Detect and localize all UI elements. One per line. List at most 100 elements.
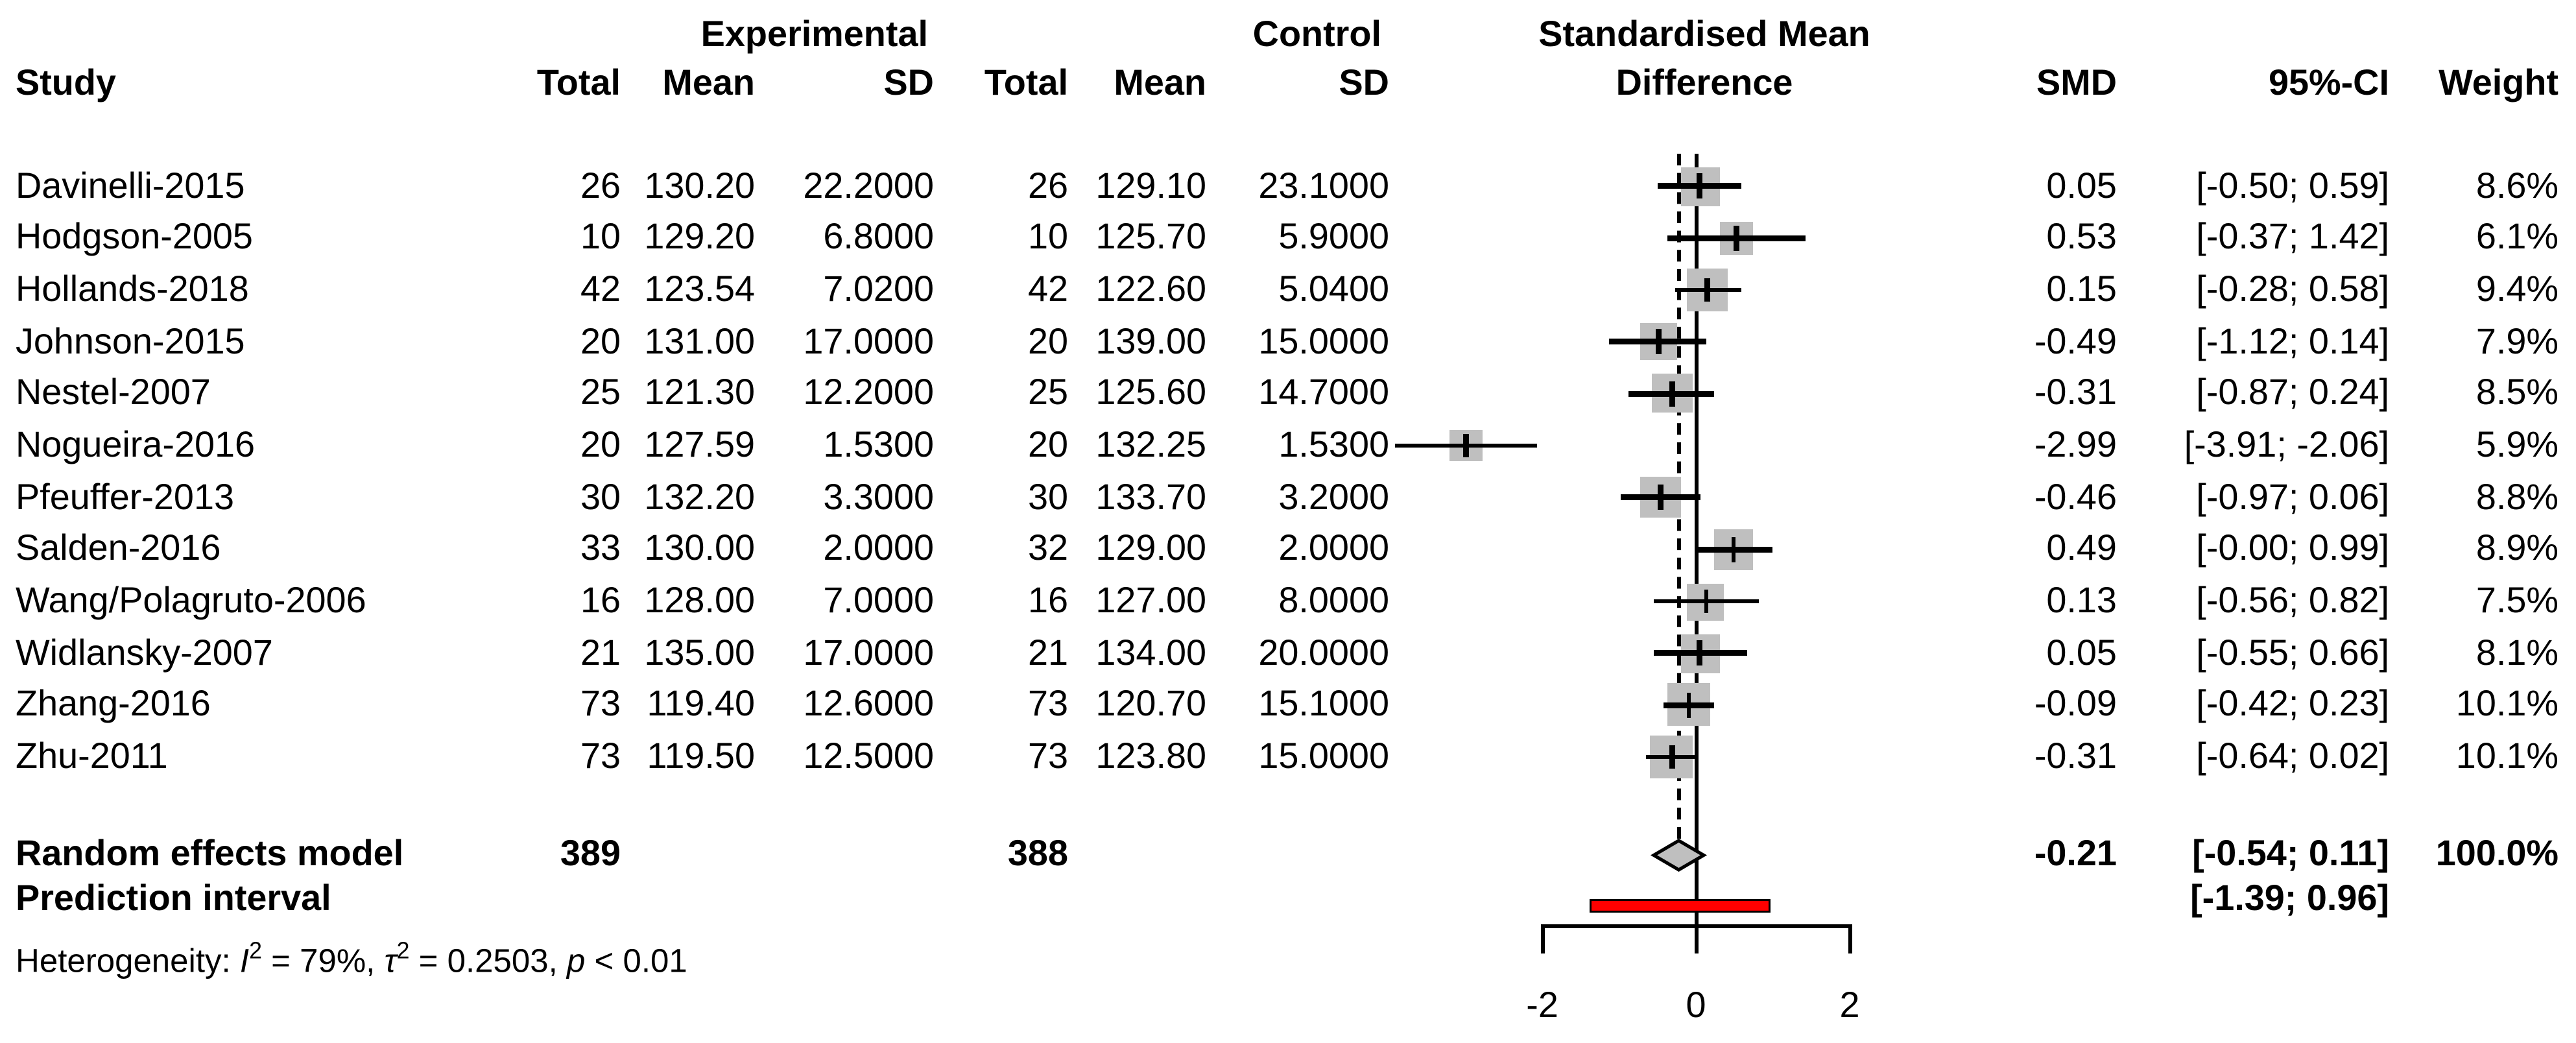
ctrl-sd-cell: 2.0000 [1278, 527, 1389, 569]
ctrl-sd-cell: 1.5300 [1278, 424, 1389, 465]
pooled-label: Random effects model [16, 832, 404, 874]
ctrl-mean-cell: 127.00 [1095, 579, 1206, 621]
heterogeneity-text-part: Heterogeneity: [16, 942, 240, 980]
exp-total-cell: 73 [580, 683, 621, 725]
heterogeneity-text-part: 2 [396, 937, 410, 965]
exp-sd-cell: 12.6000 [803, 683, 934, 725]
header-group-experimental: Experimental [700, 13, 928, 54]
header-smd: SMD [2036, 62, 2117, 103]
exp-sd-cell: 7.0000 [823, 579, 934, 621]
smd-cell: -0.31 [2034, 372, 2117, 413]
header-ctrl-sd: SD [1339, 62, 1389, 103]
header-exp-total: Total [536, 62, 621, 103]
ci-cell: [-0.97; 0.06] [2196, 475, 2389, 517]
forest-point-tick [1734, 226, 1739, 250]
header-group-control: Control [1252, 13, 1381, 54]
ctrl-mean-cell: 122.60 [1095, 268, 1206, 309]
ctrl-sd-cell: 3.2000 [1278, 475, 1389, 517]
ctrl-total-cell: 16 [1027, 579, 1068, 621]
header-exp-mean: Mean [662, 62, 755, 103]
exp-total-cell: 42 [580, 268, 621, 309]
heterogeneity-text-part: = 79%, [261, 942, 385, 980]
exp-total-cell: 73 [580, 735, 621, 776]
exp-total-cell: 33 [580, 527, 621, 569]
weight-cell: 7.5% [2475, 579, 2558, 621]
study-name: Zhu-2011 [16, 735, 168, 776]
ctrl-total-cell: 32 [1027, 527, 1068, 569]
forest-point-tick [1669, 745, 1675, 770]
ci-cell: [-0.00; 0.99] [2196, 527, 2389, 569]
exp-mean-cell: 128.00 [644, 579, 755, 621]
smd-cell: -0.31 [2034, 735, 2117, 776]
weight-cell: 7.9% [2475, 320, 2558, 361]
ctrl-mean-cell: 132.25 [1095, 424, 1206, 465]
ctrl-mean-cell: 125.70 [1095, 216, 1206, 258]
ci-cell: [-0.87; 0.24] [2196, 372, 2389, 413]
study-name: Hollands-2018 [16, 268, 249, 309]
weight-cell: 6.1% [2475, 216, 2558, 258]
forest-point-tick [1463, 433, 1469, 459]
x-axis-tick-label: 0 [1686, 984, 1706, 1025]
ctrl-sd-cell: 5.0400 [1278, 268, 1389, 309]
ci-cell: [-0.56; 0.82] [2196, 579, 2389, 621]
forest-point-tick [1703, 589, 1709, 614]
ctrl-sd-cell: 8.0000 [1278, 579, 1389, 621]
ctrl-total-cell: 26 [1027, 164, 1068, 206]
forest-point-tick [1704, 278, 1710, 302]
exp-mean-cell: 127.59 [644, 424, 755, 465]
smd-cell: -0.49 [2034, 320, 2117, 361]
ctrl-sd-cell: 23.1000 [1258, 164, 1389, 206]
prediction-interval-bar [1589, 899, 1770, 913]
header-exp-sd: SD [883, 62, 934, 103]
exp-sd-cell: 1.5300 [823, 424, 934, 465]
weight-cell: 8.8% [2475, 475, 2558, 517]
ctrl-mean-cell: 133.70 [1095, 475, 1206, 517]
exp-mean-cell: 135.00 [644, 631, 755, 673]
prediction-interval-label: Prediction interval [16, 878, 331, 918]
heterogeneity-text-part: = 0.2503, [409, 942, 567, 980]
study-name: Zhang-2016 [16, 683, 211, 725]
weight-cell: 10.1% [2455, 683, 2558, 725]
smd-cell: 0.15 [2046, 268, 2117, 309]
ci-cell: [-0.64; 0.02] [2196, 735, 2389, 776]
x-axis-tick-label: -2 [1526, 984, 1558, 1025]
study-name: Davinelli-2015 [16, 164, 245, 206]
forest-point-tick [1656, 330, 1661, 354]
ctrl-sd-cell: 15.0000 [1258, 320, 1389, 361]
heterogeneity-text: Heterogeneity: I2 = 79%, τ2 = 0.2503, p … [16, 940, 687, 980]
exp-sd-cell: 12.5000 [803, 735, 934, 776]
heterogeneity-text-part: I [239, 942, 250, 980]
exp-total-cell: 10 [580, 216, 621, 258]
ctrl-total-cell: 21 [1027, 631, 1068, 673]
smd-cell: -0.46 [2034, 475, 2117, 517]
exp-mean-cell: 130.00 [644, 527, 755, 569]
x-axis-tick [1847, 924, 1852, 953]
smd-cell: 0.05 [2046, 631, 2117, 673]
ci-cell: [-0.42; 0.23] [2196, 683, 2389, 725]
exp-sd-cell: 6.8000 [823, 216, 934, 258]
ci-cell: [-0.50; 0.59] [2196, 164, 2389, 206]
exp-total-cell: 16 [580, 579, 621, 621]
smd-cell: 0.05 [2046, 164, 2117, 206]
exp-sd-cell: 2.0000 [823, 527, 934, 569]
study-name: Hodgson-2005 [16, 216, 253, 258]
weight-cell: 8.1% [2475, 631, 2558, 673]
pooled-ctrl-total: 388 [1007, 832, 1068, 874]
header-study: Study [16, 62, 116, 103]
ci-cell: [-3.91; -2.06] [2184, 424, 2389, 465]
exp-mean-cell: 132.20 [644, 475, 755, 517]
header-ctrl-mean: Mean [1114, 62, 1206, 103]
x-axis-tick-label: 2 [1839, 984, 1860, 1025]
forest-point-tick [1658, 485, 1664, 510]
exp-sd-cell: 3.3000 [823, 475, 934, 517]
smd-cell: 0.53 [2046, 216, 2117, 258]
exp-sd-cell: 17.0000 [803, 631, 934, 673]
weight-cell: 9.4% [2475, 268, 2558, 309]
ctrl-mean-cell: 120.70 [1095, 683, 1206, 725]
ctrl-total-cell: 30 [1027, 475, 1068, 517]
pooled-diamond [1651, 837, 1708, 871]
ctrl-mean-cell: 123.80 [1095, 735, 1206, 776]
exp-mean-cell: 123.54 [644, 268, 755, 309]
ctrl-mean-cell: 134.00 [1095, 631, 1206, 673]
